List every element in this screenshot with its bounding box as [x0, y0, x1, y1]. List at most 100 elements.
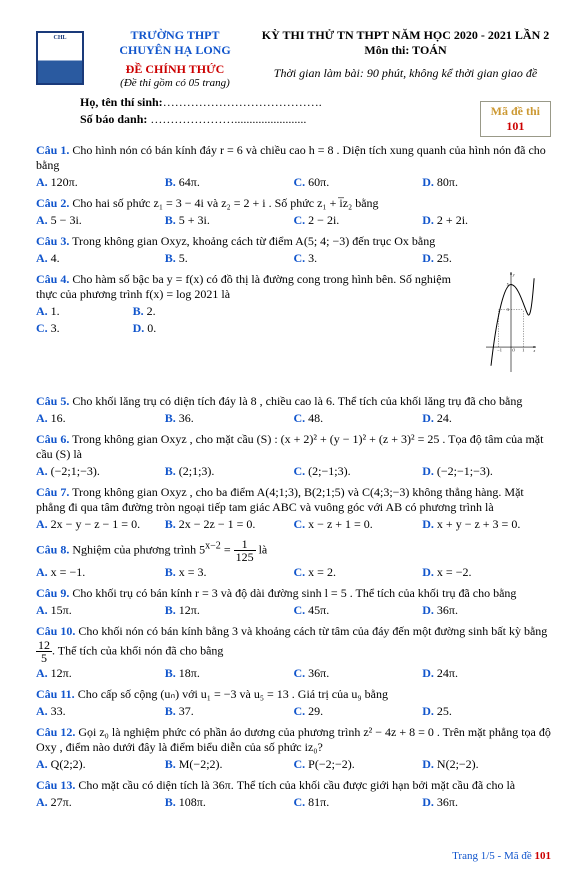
school-line2: CHUYÊN HẠ LONG	[90, 43, 260, 58]
school-block: TRƯỜNG THPT CHUYÊN HẠ LONG ĐỀ CHÍNH THỨC…	[90, 28, 260, 89]
svg-text:x: x	[533, 349, 536, 353]
q2-a: 5 − 3i.	[51, 213, 82, 227]
sbd-label: Số báo danh:	[80, 112, 147, 126]
page-header: CHL TRƯỜNG THPT CHUYÊN HẠ LONG ĐỀ CHÍNH …	[36, 28, 551, 89]
q11-a: 33.	[51, 704, 66, 718]
q11-d: 25.	[437, 704, 452, 718]
q11-text: Cho cấp số cộng (uₙ) với u₁ = −3 và u₅ =…	[75, 687, 388, 701]
q8-den: 125	[234, 551, 256, 563]
q7-label: Câu 7.	[36, 485, 69, 499]
optA-label: A.	[36, 175, 51, 189]
q1-b: 64π.	[179, 175, 200, 189]
q7-c: x − z + 1 = 0.	[308, 517, 373, 531]
question-3: Câu 3. Trong không gian Oxyz, khoảng các…	[36, 234, 551, 266]
sbd-dots: …………………........................	[150, 112, 306, 126]
svg-text:1: 1	[522, 347, 524, 352]
ma-de-label: Mã đề thi	[491, 104, 540, 119]
q10-label: Câu 10.	[36, 624, 75, 638]
q6-text: Trong không gian Oxyz , cho mặt cầu (S) …	[36, 432, 543, 461]
svg-text:−1: −1	[497, 347, 502, 352]
q8-b: x = 3.	[179, 565, 207, 579]
de-chinh-thuc: ĐỀ CHÍNH THỨC	[90, 62, 260, 77]
q11-b: 37.	[179, 704, 194, 718]
q5-c: 48.	[308, 411, 323, 425]
page-footer: Trang 1/5 - Mã đề 101	[36, 850, 551, 862]
q10-d: 24π.	[437, 666, 458, 680]
optD-label: D.	[422, 175, 437, 189]
q1-c: 60π.	[308, 175, 329, 189]
question-7: Câu 7. Trong không gian Oxyz , cho ba đi…	[36, 485, 551, 532]
question-13: Câu 13. Cho mặt cầu có diện tích là 36π.…	[36, 778, 551, 810]
q11-label: Câu 11.	[36, 687, 75, 701]
q10-den: 5	[36, 652, 52, 664]
q1-a: 120π.	[51, 175, 78, 189]
question-5: Câu 5. Cho khối lăng trụ có diện tích đá…	[36, 394, 551, 426]
q1-label: Câu 1.	[36, 143, 69, 157]
exam-title: KỲ THI THỬ TN THPT NĂM HỌC 2020 - 2021 L…	[260, 28, 551, 43]
q8-label: Câu 8.	[36, 542, 69, 556]
q6-b: (2;1;3).	[179, 464, 215, 478]
q6-a: (−2;1;−3).	[51, 464, 100, 478]
question-11: Câu 11. Cho cấp số cộng (uₙ) với u₁ = −3…	[36, 687, 551, 719]
de-gom: (Đề thi gồm có 05 trang)	[90, 77, 260, 89]
q12-a: Q(2;2).	[51, 757, 86, 771]
q1-text: Cho hình nón có bán kính đáy r = 6 và ch…	[36, 143, 546, 172]
q7-a: 2x − y − z − 1 = 0.	[51, 517, 140, 531]
question-8: Câu 8. Nghiệm của phương trình 5x−2 = 1 …	[36, 538, 551, 580]
q5-b: 36.	[179, 411, 194, 425]
q5-label: Câu 5.	[36, 394, 69, 408]
q9-label: Câu 9.	[36, 586, 69, 600]
q4-d: 0.	[147, 321, 156, 335]
candidate-info: Họ, tên thí sinh:…………………………………. Số báo d…	[36, 95, 551, 127]
q2-c: 2 − 2i.	[308, 213, 339, 227]
q2-label: Câu 2.	[36, 196, 69, 210]
svg-text:y: y	[512, 273, 515, 277]
q4-a: 1.	[51, 304, 60, 318]
q6-c: (2;−1;3).	[308, 464, 350, 478]
question-6: Câu 6. Trong không gian Oxyz , cho mặt c…	[36, 432, 551, 479]
q5-d: 24.	[437, 411, 452, 425]
question-9: Câu 9. Cho khối trụ có bán kính r = 3 và…	[36, 586, 551, 618]
q3-c: 3.	[308, 251, 317, 265]
q4-b: 2.	[147, 304, 156, 318]
q9-c: 45π.	[308, 603, 329, 617]
q7-text: Trong không gian Oxyz , cho ba điểm A(4;…	[36, 485, 524, 514]
hoten-label: Họ, tên thí sinh:	[80, 95, 163, 109]
q8-c: x = 2.	[308, 565, 336, 579]
q6-d: (−2;−1;−3).	[437, 464, 493, 478]
footer-code: 101	[535, 850, 552, 862]
q2-text: Cho hai số phức z₁ = 3 − 4i và z₂ = 2 + …	[69, 196, 378, 210]
q12-c: P(−2;−2).	[308, 757, 355, 771]
q3-b: 5.	[179, 251, 188, 265]
question-2: Câu 2. Cho hai số phức z₁ = 3 − 4i và z₂…	[36, 196, 551, 228]
q8-post: là	[259, 542, 268, 556]
q10-post: . Thể tích của khối nón đã cho bằng	[52, 643, 223, 657]
q10-pre: Cho khối nón có bán kính bằng 3 và khoản…	[75, 624, 547, 638]
q9-a: 15π.	[51, 603, 72, 617]
q12-label: Câu 12.	[36, 725, 75, 739]
q10-b: 18π.	[179, 666, 200, 680]
q13-d: 36π.	[437, 795, 458, 809]
exam-subject: Môn thi: TOÁN	[260, 43, 551, 58]
q13-c: 81π.	[308, 795, 329, 809]
q10-c: 36π.	[308, 666, 329, 680]
svg-text:5: 5	[507, 282, 510, 287]
exam-time: Thời gian làm bài: 90 phút, không kể thờ…	[260, 66, 551, 81]
q4-graph: −1 1 3 5 O x y	[471, 272, 551, 376]
q8-a: x = −1.	[51, 565, 86, 579]
q8-d: x = −2.	[437, 565, 472, 579]
q9-b: 12π.	[179, 603, 200, 617]
q9-d: 36π.	[437, 603, 458, 617]
q5-text: Cho khối lăng trụ có diện tích đáy là 8 …	[69, 394, 522, 408]
exam-block: KỲ THI THỬ TN THPT NĂM HỌC 2020 - 2021 L…	[260, 28, 551, 89]
ma-de-code: 101	[491, 119, 540, 134]
q2-d: 2 + 2i.	[437, 213, 468, 227]
svg-text:3: 3	[507, 307, 510, 312]
q8-mid: =	[221, 542, 234, 556]
q6-label: Câu 6.	[36, 432, 69, 446]
q3-label: Câu 3.	[36, 234, 69, 248]
question-4: −1 1 3 5 O x y Câu 4. Cho hàm số bậc ba …	[36, 272, 551, 336]
q13-label: Câu 13.	[36, 778, 75, 792]
hoten-dots: ………………………………….	[163, 95, 322, 109]
q12-b: M(−2;2).	[179, 757, 223, 771]
